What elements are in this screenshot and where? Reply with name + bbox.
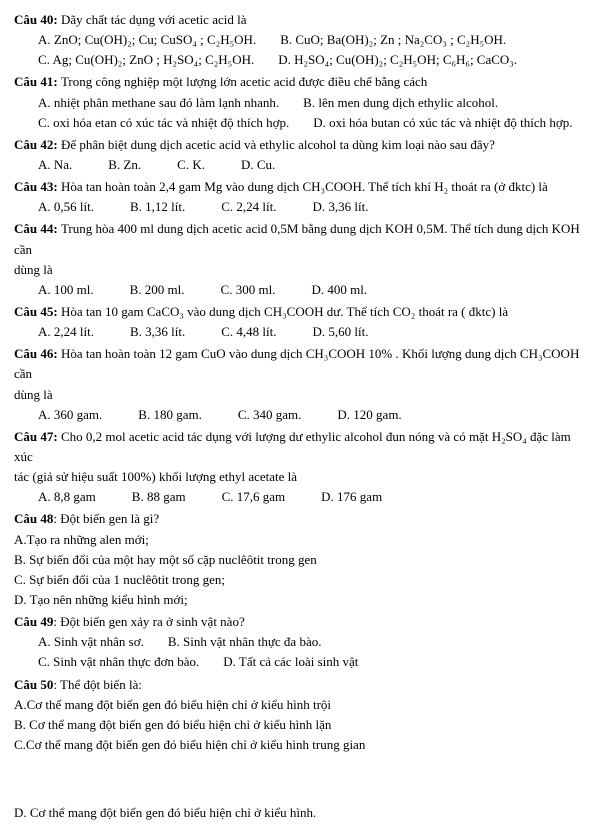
question-label: Câu 40:	[14, 12, 61, 27]
question-42: Câu 42: Để phân biệt dung dịch acetic ac…	[14, 135, 592, 175]
question-stem: : Đột biến gen là gì?	[53, 511, 159, 526]
question-43: Câu 43: Hòa tan hoàn toàn 2,4 gam Mg vào…	[14, 177, 592, 217]
option-c: C. 17,6 gam	[222, 487, 286, 507]
question-48: Câu 48: Đột biến gen là gì? A.Tạo ra nhữ…	[14, 509, 592, 610]
question-stem-cont: dùng là	[14, 260, 592, 280]
option-c: C. K.	[177, 155, 205, 175]
question-label: Câu 50	[14, 677, 53, 692]
option-c: C. 340 gam.	[238, 405, 302, 425]
option-c: C. Sự biến đổi của 1 nuclêôtit trong gen…	[14, 570, 592, 590]
option-b: B. 180 gam.	[138, 405, 202, 425]
question-stem: Trong công nghiệp một lượng lớn acetic a…	[61, 74, 427, 89]
option-b: B. 200 ml.	[130, 280, 185, 300]
question-50: Câu 50: Thể đột biến là: A.Cơ thể mang đ…	[14, 675, 592, 756]
question-45: Câu 45: Hòa tan 10 gam CaCO₃ vào dung dị…	[14, 302, 592, 342]
option-b: B. lên men dung dịch ethylic alcohol.	[303, 93, 498, 113]
option-d: D. H₂SO₄; Cu(OH)₂; C₂H₅OH; C₆H₆; CaCO₃.	[278, 50, 517, 70]
question-stem: : Thể đột biến là:	[53, 677, 142, 692]
question-label: Câu 46:	[14, 346, 61, 361]
option-d: D. 5,60 lít.	[313, 322, 369, 342]
option-d: D. 400 ml.	[311, 280, 367, 300]
question-stem-cont: tác (giả sử hiệu suất 100%) khối lượng e…	[14, 467, 592, 487]
question-label: Câu 49	[14, 614, 53, 629]
option-d: D. Tất cả các loài sinh vật	[223, 652, 358, 672]
option-d: D. 176 gam	[321, 487, 382, 507]
question-41: Câu 41: Trong công nghiệp một lượng lớn …	[14, 72, 592, 132]
option-a: A. ZnO; Cu(OH)₂; Cu; CuSO₄ ; C₂H₅OH.	[38, 30, 256, 50]
question-stem: Hòa tan hoàn toàn 12 gam CuO vào dung dị…	[14, 346, 579, 381]
option-b: B. 1,12 lít.	[130, 197, 185, 217]
option-a: A. 100 ml.	[38, 280, 94, 300]
option-d: D. 120 gam.	[337, 405, 401, 425]
option-d: D. oxi hóa butan có xúc tác và nhiệt độ …	[313, 113, 572, 133]
question-46: Câu 46: Hòa tan hoàn toàn 12 gam CuO vào…	[14, 344, 592, 425]
question-stem-cont: dùng là	[14, 385, 592, 405]
option-b: B. 88 gam	[132, 487, 186, 507]
option-d-detached: D. Cơ thể mang đột biến gen đó biểu hiện…	[14, 803, 592, 823]
option-c: C. Sinh vật nhân thực đơn bào.	[38, 652, 199, 672]
question-stem: Cho 0,2 mol acetic acid tác dụng với lượ…	[14, 429, 571, 464]
question-label: Câu 44:	[14, 221, 61, 236]
option-a: A. 2,24 lít.	[38, 322, 94, 342]
option-a: A. Na.	[38, 155, 72, 175]
option-b: B. CuO; Ba(OH)₂; Zn ; Na₂CO₃ ; C₂H₅OH.	[280, 30, 506, 50]
question-label: Câu 42:	[14, 137, 61, 152]
question-label: Câu 43:	[14, 179, 61, 194]
option-c: C. oxi hóa etan có xúc tác và nhiệt độ t…	[38, 113, 289, 133]
option-a: A. 8,8 gam	[38, 487, 96, 507]
option-b: B. Cơ thể mang đột biến gen đó biểu hiện…	[14, 715, 592, 735]
option-b: B. 3,36 lít.	[130, 322, 185, 342]
question-label: Câu 48	[14, 511, 53, 526]
option-a: A. Sinh vật nhân sơ.	[38, 632, 144, 652]
question-stem: Hòa tan 10 gam CaCO₃ vào dung dịch CH₃CO…	[61, 304, 508, 319]
option-a: A.Tạo ra những alen mới;	[14, 530, 592, 550]
option-b: B. Sự biến đổi của một hay một số cặp nu…	[14, 550, 592, 570]
option-c: C. 300 ml.	[221, 280, 276, 300]
question-stem: : Đột biến gen xảy ra ở sinh vật nào?	[53, 614, 244, 629]
option-b: B. Zn.	[108, 155, 141, 175]
question-stem: Để phân biệt dung dịch acetic acid và et…	[61, 137, 495, 152]
option-d: D. Cu.	[241, 155, 275, 175]
question-49: Câu 49: Đột biến gen xảy ra ở sinh vật n…	[14, 612, 592, 672]
option-b: B. Sinh vật nhân thực đa bào.	[168, 632, 322, 652]
option-c: C.Cơ thể mang đột biến gen đó biểu hiện …	[14, 735, 592, 755]
option-a: A. 360 gam.	[38, 405, 102, 425]
option-c: C. 2,24 lít.	[221, 197, 276, 217]
question-44: Câu 44: Trung hòa 400 ml dung dịch aceti…	[14, 219, 592, 300]
option-c: C. Ag; Cu(OH)₂; ZnO ; H₂SO₄; C₂H₅OH.	[38, 50, 254, 70]
question-stem: Hòa tan hoàn toàn 2,4 gam Mg vào dung dị…	[61, 179, 548, 194]
option-c: C. 4,48 lít.	[221, 322, 276, 342]
option-a: A. 0,56 lít.	[38, 197, 94, 217]
question-label: Câu 45:	[14, 304, 61, 319]
option-a: A.Cơ thể mang đột biến gen đó biểu hiện …	[14, 695, 592, 715]
question-47: Câu 47: Cho 0,2 mol acetic acid tác dụng…	[14, 427, 592, 508]
question-label: Câu 47:	[14, 429, 61, 444]
question-label: Câu 41:	[14, 74, 61, 89]
option-a: A. nhiệt phân methane sau đó làm lạnh nh…	[38, 93, 279, 113]
question-40: Câu 40: Dãy chất tác dụng với acetic aci…	[14, 10, 592, 70]
option-d: D. 3,36 lít.	[313, 197, 369, 217]
question-stem: Dãy chất tác dụng với acetic acid là	[61, 12, 247, 27]
question-stem: Trung hòa 400 ml dung dịch acetic acid 0…	[14, 221, 580, 256]
option-d: D. Tạo nên những kiểu hình mới;	[14, 590, 592, 610]
